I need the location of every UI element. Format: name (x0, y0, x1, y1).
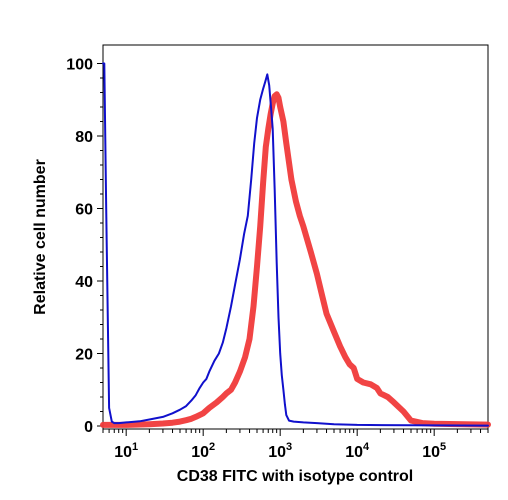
x-axis-title: CD38 FITC with isotype control (177, 468, 413, 485)
x-tick-label: 103 (268, 441, 292, 461)
series-1-line (102, 62, 489, 427)
series-layer (100, 62, 491, 428)
y-tick-label: 20 (75, 347, 93, 364)
plot-frame (102, 44, 489, 430)
y-tick-label: 40 (75, 274, 93, 291)
x-tick-label: 105 (422, 441, 446, 461)
x-axis: 101 102 103 104 105 (102, 429, 489, 461)
y-tick-label: 100 (66, 57, 93, 74)
x-tick-label: 101 (114, 441, 138, 461)
y-axis: 0 20 40 60 80 100 (66, 57, 103, 436)
x-tick-label: 102 (191, 441, 215, 461)
series-2-line (100, 91, 491, 428)
y-axis-title: Relative cell number (32, 159, 49, 315)
y-tick-label: 80 (75, 129, 93, 146)
x-tick-label: 104 (345, 441, 370, 461)
y-tick-label: 60 (75, 202, 93, 219)
y-tick-label: 0 (84, 419, 93, 436)
